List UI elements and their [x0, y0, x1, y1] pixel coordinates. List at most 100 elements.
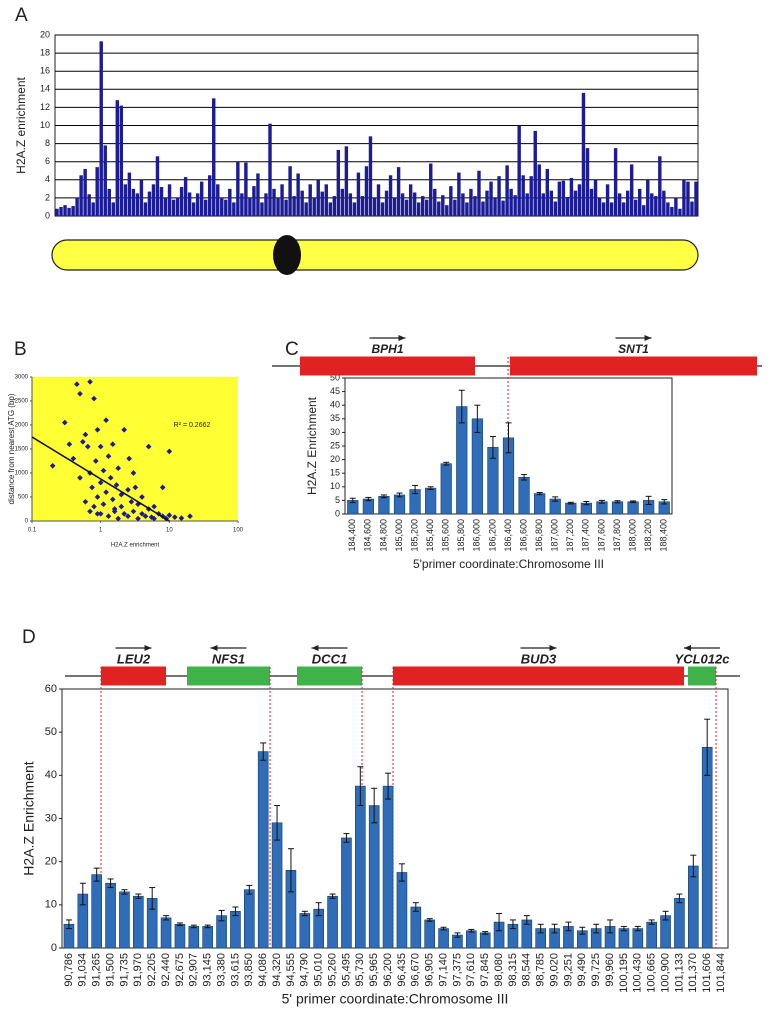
point — [113, 482, 120, 488]
x-tick-label: 95,260 — [326, 953, 338, 987]
point — [100, 467, 107, 474]
bar — [589, 188, 594, 216]
point — [107, 474, 114, 481]
x-tick-label: 94,790 — [299, 953, 311, 987]
gene-name: BUD3 — [521, 651, 557, 666]
bar — [312, 197, 316, 216]
x-tick-label: 97,375 — [451, 953, 463, 987]
bar — [139, 179, 144, 216]
x-tick-label: 186,800 — [534, 519, 544, 552]
x-tick-label: 96,435 — [396, 953, 408, 987]
point — [105, 453, 112, 460]
bar — [87, 194, 91, 216]
gene-name: LEU2 — [117, 651, 151, 666]
y-tick-label: 30 — [330, 427, 340, 437]
bar — [244, 889, 255, 949]
bar — [425, 487, 437, 515]
x-axis-label: H2A.Z enrichment — [111, 543, 160, 549]
bar — [123, 184, 128, 216]
bar — [701, 746, 713, 949]
bar — [355, 785, 366, 949]
x-tick-label: 98,315 — [507, 953, 519, 987]
point — [128, 498, 135, 505]
point — [178, 515, 185, 521]
bar — [67, 207, 71, 216]
x-tick-label: 96,905 — [424, 953, 436, 987]
bar — [400, 193, 405, 216]
bar — [473, 196, 477, 216]
x-tick-label: 187,800 — [612, 519, 622, 552]
y-tick-label: 10 — [45, 899, 57, 911]
centromere — [273, 235, 301, 275]
y-tick-label: 20 — [45, 856, 57, 868]
bar — [569, 177, 574, 216]
bar — [404, 199, 409, 216]
point — [135, 515, 141, 522]
y-tick-label: 40 — [330, 400, 340, 410]
gene-name: YCL012c — [675, 651, 731, 666]
x-tick-label: 93,615 — [229, 953, 241, 987]
y-tick-label: 10 — [40, 120, 50, 130]
bar — [513, 195, 517, 216]
y-tick-label: 0 — [45, 210, 50, 220]
y-tick-label: 5 — [335, 495, 340, 505]
bar — [63, 205, 67, 216]
point — [139, 494, 145, 500]
bar — [111, 202, 115, 216]
panel-label: C — [285, 339, 299, 360]
bar — [368, 805, 380, 949]
bar — [147, 191, 152, 216]
bar — [212, 98, 216, 216]
bar — [264, 193, 268, 216]
bar — [119, 891, 130, 949]
bar — [384, 190, 389, 216]
x-tick-label: 94,320 — [271, 953, 283, 987]
panel-label: B — [14, 339, 27, 360]
point — [130, 470, 137, 476]
bar — [187, 192, 192, 216]
bar — [232, 202, 236, 216]
point — [87, 508, 93, 515]
bar — [629, 164, 634, 216]
bar — [175, 197, 180, 216]
point — [151, 503, 157, 510]
x-tick-label: 187,600 — [596, 519, 606, 552]
panel-label: D — [22, 627, 36, 648]
bar — [601, 202, 606, 216]
bar — [497, 176, 501, 216]
x-tick-label: 185,400 — [425, 519, 435, 552]
point — [97, 479, 104, 486]
bar — [163, 197, 168, 216]
point — [70, 455, 77, 462]
bar — [638, 188, 642, 216]
bar — [228, 188, 232, 216]
bar — [202, 926, 213, 949]
bar — [59, 206, 63, 216]
bar — [256, 173, 260, 216]
bar — [376, 184, 381, 216]
bar — [694, 181, 698, 216]
bar — [203, 199, 208, 216]
bar — [388, 175, 393, 216]
gene-name: NFS1 — [212, 651, 245, 666]
bar — [284, 199, 288, 216]
bar — [392, 197, 397, 216]
bar — [332, 196, 337, 216]
bar — [248, 197, 252, 216]
bar — [597, 197, 602, 216]
y-tick-label: 0 — [51, 942, 57, 954]
x-tick-label: 184,600 — [363, 519, 373, 552]
bar — [517, 125, 521, 216]
bar — [240, 193, 244, 216]
bar — [230, 911, 241, 949]
x-tick-label: 95,730 — [354, 953, 366, 987]
y-tick-label: 2 — [45, 192, 50, 202]
x-tick-label: 100 — [233, 528, 244, 534]
bar — [561, 180, 566, 216]
bar — [368, 136, 373, 216]
bar — [557, 181, 562, 216]
bar — [260, 202, 264, 216]
bar — [348, 193, 353, 216]
bar — [433, 188, 437, 216]
x-axis-label: 5' primer coordinate:Chromosome III — [282, 991, 509, 1007]
